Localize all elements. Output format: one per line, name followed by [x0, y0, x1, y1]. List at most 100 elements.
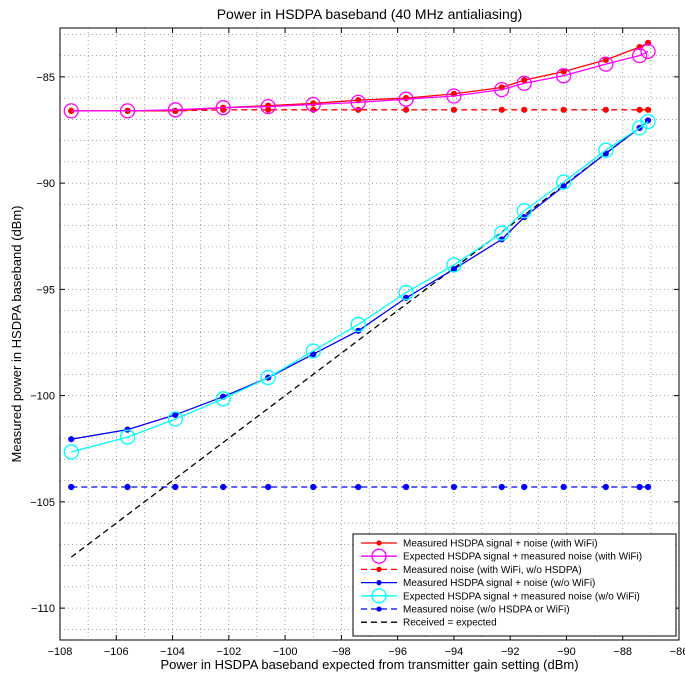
- data-point: [521, 106, 528, 113]
- x-tick-label: −92: [501, 646, 520, 658]
- x-tick-label: −98: [332, 646, 351, 658]
- y-axis-label: Measured power in HSDPA baseband (dBm): [9, 206, 24, 463]
- data-point: [498, 483, 505, 491]
- x-tick-label: −108: [48, 646, 73, 658]
- data-point: [167, 102, 184, 118]
- data-point: [402, 483, 410, 491]
- legend-marker: [376, 580, 382, 586]
- data-point: [602, 56, 609, 63]
- legend-entry: Received = expected: [403, 618, 497, 629]
- x-tick-label: −102: [216, 646, 241, 658]
- data-point: [494, 225, 510, 241]
- data-point: [498, 106, 505, 113]
- legend-marker: [376, 566, 382, 573]
- data-point: [450, 106, 458, 113]
- legend-box: [352, 533, 677, 637]
- data-point: [260, 369, 276, 386]
- data-point: [119, 103, 136, 119]
- legend-marker: [371, 548, 387, 564]
- data-point: [560, 68, 567, 75]
- data-point: [265, 483, 272, 491]
- data-point: [640, 43, 656, 60]
- legend-entry: Measured HSDPA signal + noise (with WiFi…: [403, 539, 598, 550]
- series-1: [63, 43, 656, 119]
- y-tick-label: −90: [36, 178, 55, 190]
- series-line: [70, 120, 649, 558]
- data-point: [172, 107, 179, 114]
- y-tick-label: −85: [36, 72, 55, 84]
- ticks: −108 −106 −104 −102 −100 −98 −96 −94 −92 −90 −88 −8…: [30, 28, 685, 658]
- x-tick-label: −94: [445, 646, 464, 658]
- data-point: [598, 142, 614, 158]
- legend-marker: [376, 606, 382, 612]
- data-point: [305, 96, 321, 113]
- data-point: [355, 483, 362, 491]
- data-point: [560, 483, 567, 491]
- data-point: [560, 106, 567, 113]
- data-point: [446, 88, 462, 104]
- data-point: [350, 316, 366, 333]
- data-point: [63, 103, 79, 119]
- chart-title: Power in HSDPA baseband (40 MHz antialia…: [217, 6, 523, 22]
- x-tick-label: −90: [557, 646, 576, 658]
- data-point: [446, 257, 462, 273]
- data-point: [172, 411, 179, 418]
- y-tick-label: −105: [30, 497, 55, 509]
- data-point: [63, 444, 79, 460]
- data-point: [644, 483, 652, 491]
- data-point: [602, 483, 609, 491]
- data-point: [398, 284, 414, 301]
- data-point: [124, 483, 131, 491]
- data-point: [172, 483, 179, 491]
- data-point: [521, 483, 528, 491]
- data-point: [450, 483, 458, 491]
- y-tick-label: −110: [31, 603, 55, 615]
- x-tick-label: −88: [613, 646, 632, 658]
- data-point: [119, 429, 136, 445]
- series-4: [63, 113, 656, 460]
- legend-entry: Measured HSDPA signal + noise (w/o WiFi): [403, 578, 595, 589]
- data-point: [215, 100, 231, 116]
- data-point: [450, 266, 458, 273]
- data-point: [68, 483, 75, 491]
- data-point: [516, 75, 532, 91]
- series-line: [71, 120, 649, 453]
- data-point: [215, 391, 231, 407]
- data-point: [398, 91, 414, 107]
- data-point: [310, 483, 317, 491]
- data-point: [640, 113, 656, 130]
- legend: Measured HSDPA signal + noise (with WiFi…: [352, 533, 677, 637]
- legend-marker: [371, 588, 387, 604]
- data-point: [494, 81, 510, 98]
- data-point: [555, 174, 572, 190]
- series-layer: [63, 39, 656, 558]
- data-point: [220, 483, 227, 491]
- series-line: [71, 50, 649, 112]
- series-5: [68, 483, 652, 491]
- data-point: [516, 203, 532, 219]
- y-tick-label: −95: [36, 284, 55, 296]
- legend-entry: Expected HSDPA signal + measured noise (…: [403, 591, 640, 602]
- series-6: [70, 120, 649, 558]
- data-point: [350, 94, 366, 111]
- data-point: [265, 102, 272, 109]
- legend-entry: Expected HSDPA signal + measured noise (…: [403, 552, 642, 563]
- data-point: [636, 483, 643, 491]
- data-point: [260, 98, 276, 115]
- data-point: [598, 56, 614, 72]
- legend-entry: Measured noise (with WiFi, w/o HSDPA): [403, 565, 582, 576]
- x-tick-label: −96: [388, 646, 407, 658]
- data-point: [68, 436, 75, 443]
- data-point: [636, 106, 643, 113]
- y-tick-label: −100: [30, 391, 55, 403]
- x-tick-label: −100: [273, 646, 298, 658]
- legend-marker: [376, 540, 382, 546]
- data-point: [602, 106, 609, 113]
- plot-frame: [59, 27, 680, 641]
- data-point: [631, 47, 648, 64]
- data-point: [555, 68, 572, 84]
- data-point: [167, 411, 184, 427]
- data-point: [560, 183, 567, 190]
- x-axis-label: Power in HSDPA baseband expected from tr…: [160, 657, 578, 672]
- x-tick-label: −86: [670, 646, 685, 658]
